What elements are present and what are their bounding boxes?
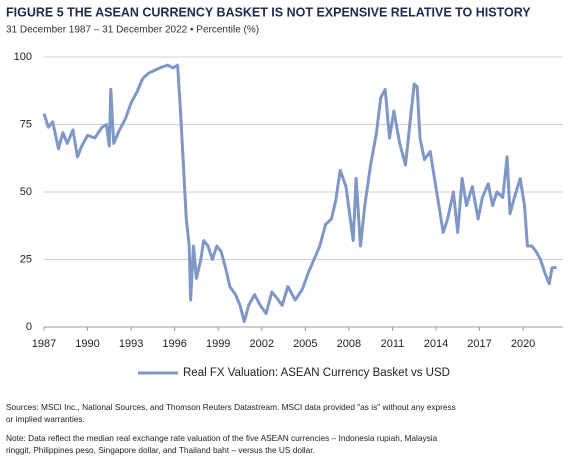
x-tick-label: 1993 [119, 338, 143, 350]
x-tick-label: 1996 [162, 338, 186, 350]
source-note: Sources: MSCI Inc., National Sources, an… [6, 402, 456, 424]
x-tick-label: 2008 [337, 338, 361, 350]
legend-label: Real FX Valuation: ASEAN Currency Basket… [183, 367, 450, 379]
x-tick-label: 2014 [424, 338, 448, 350]
x-tick-label: 2017 [467, 338, 491, 350]
x-tick-label: 1999 [206, 338, 230, 350]
y-tick-label: 25 [20, 253, 32, 265]
data-line [42, 63, 557, 324]
y-tick-label: 0 [26, 321, 32, 333]
x-tick-label: 2005 [293, 338, 317, 350]
x-tick-label: 2002 [250, 338, 274, 350]
chart-title: FIGURE 5 THE ASEAN CURRENCY BASKET IS NO… [6, 5, 531, 19]
y-tick-label: 100 [14, 51, 32, 63]
x-tick-label: 2011 [381, 338, 405, 350]
chart-subtitle: 31 December 1987 – 31 December 2022 • Pe… [6, 25, 259, 36]
y-tick-label: 75 [20, 118, 32, 130]
y-tick-label: 50 [20, 186, 32, 198]
footnote: Note: Data reflect the median real excha… [6, 433, 438, 455]
x-tick-label: 1990 [75, 338, 99, 350]
x-tick-label: 1987 [32, 338, 56, 350]
x-tick-label: 2020 [511, 338, 535, 350]
